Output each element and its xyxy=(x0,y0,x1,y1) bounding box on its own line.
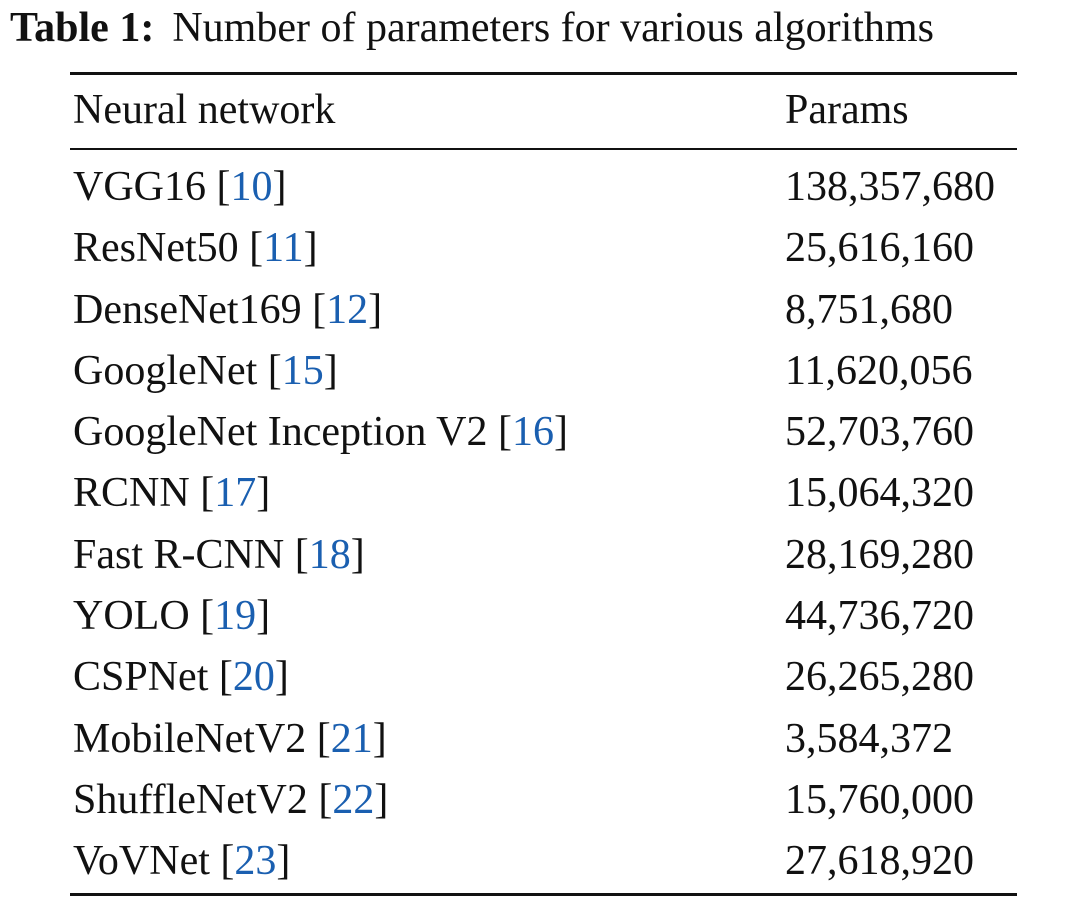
network-name: VoVNet xyxy=(73,838,210,885)
network-name-cell: Fast R-CNN [18] xyxy=(73,531,365,578)
table-row: Fast R-CNN [18] 28,169,280 xyxy=(0,529,1075,590)
citation-link[interactable]: 11 xyxy=(263,225,304,272)
citation-link[interactable]: 23 xyxy=(234,838,277,885)
citation-link[interactable]: 18 xyxy=(308,531,351,578)
network-name-cell: ResNet50 [11] xyxy=(73,225,318,272)
citation-link[interactable]: 16 xyxy=(511,409,554,456)
params-cell: 3,584,372 xyxy=(785,715,953,762)
network-name: VGG16 xyxy=(73,164,206,210)
params-cell: 52,703,760 xyxy=(785,409,974,456)
network-name: MobileNetV2 xyxy=(73,715,307,762)
params-cell: 138,357,680 xyxy=(785,164,995,210)
citation-link[interactable]: 20 xyxy=(232,654,275,701)
citation-link[interactable]: 22 xyxy=(332,776,375,823)
table-body: VGG16 [10] 138,357,680 ResNet50 [11] 25,616… xyxy=(0,161,1075,897)
table-row: RCNN [17] 15,064,320 xyxy=(0,467,1075,528)
params-cell: 15,760,000 xyxy=(785,776,974,823)
column-header-network: Neural network xyxy=(73,87,336,133)
table-caption: Table 1: Number of parameters for various… xyxy=(10,2,1075,54)
citation-link[interactable]: 19 xyxy=(214,593,257,640)
network-name: CSPNet xyxy=(73,654,209,701)
citation-link[interactable]: 15 xyxy=(281,347,324,394)
table-caption-text: Number of parameters for various algorit… xyxy=(172,5,934,51)
table-row: MobileNetV2 [21] 3,584,372 xyxy=(0,713,1075,774)
params-cell: 26,265,280 xyxy=(785,654,974,701)
network-name: GoogleNet Inception V2 xyxy=(73,409,488,456)
network-name: ShuffleNetV2 xyxy=(73,776,308,823)
params-cell: 25,616,160 xyxy=(785,225,974,272)
table-row: CSPNet [20] 26,265,280 xyxy=(0,651,1075,712)
network-name-cell: VGG16 [10] xyxy=(73,164,287,210)
network-name: RCNN xyxy=(73,470,190,517)
network-name-cell: MobileNetV2 [21] xyxy=(73,715,387,762)
table-top-rule xyxy=(70,72,1017,75)
network-name: Fast R-CNN xyxy=(73,531,285,578)
params-cell: 11,620,056 xyxy=(785,347,973,394)
citation-link[interactable]: 21 xyxy=(330,715,373,762)
network-name-cell: CSPNet [20] xyxy=(73,654,289,701)
citation-link[interactable]: 12 xyxy=(326,286,369,333)
network-name: GoogleNet xyxy=(73,347,258,394)
network-name-cell: YOLO [19] xyxy=(73,593,271,640)
table-caption-label: Table 1: xyxy=(10,5,155,51)
params-cell: 44,736,720 xyxy=(785,593,974,640)
citation-link[interactable]: 17 xyxy=(214,470,257,517)
params-cell: 15,064,320 xyxy=(785,470,974,517)
table-row: ShuffleNetV2 [22] 15,760,000 xyxy=(0,774,1075,835)
table-row: ResNet50 [11] 25,616,160 xyxy=(0,222,1075,283)
network-name-cell: ShuffleNetV2 [22] xyxy=(73,776,389,823)
params-cell: 27,618,920 xyxy=(785,838,974,885)
table-row: DenseNet169 [12] 8,751,680 xyxy=(0,284,1075,345)
table-header-rule xyxy=(70,148,1017,150)
column-header-params: Params xyxy=(785,87,909,133)
network-name: YOLO xyxy=(73,593,190,640)
params-cell: 8,751,680 xyxy=(785,286,953,333)
table-row: GoogleNet [15] 11,620,056 xyxy=(0,345,1075,406)
table-row: YOLO [19] 44,736,720 xyxy=(0,590,1075,651)
network-name-cell: GoogleNet Inception V2 [16] xyxy=(73,409,568,456)
network-name-cell: RCNN [17] xyxy=(73,470,271,517)
network-name-cell: DenseNet169 [12] xyxy=(73,286,383,333)
network-name: DenseNet169 xyxy=(73,286,302,333)
table-row: VoVNet [23] 27,618,920 xyxy=(0,835,1075,896)
network-name-cell: GoogleNet [15] xyxy=(73,347,338,394)
params-cell: 28,169,280 xyxy=(785,531,974,578)
network-name: ResNet50 xyxy=(73,225,239,272)
table-row: GoogleNet Inception V2 [16] 52,703,760 xyxy=(0,406,1075,467)
citation-link[interactable]: 10 xyxy=(230,164,273,210)
table-row: VGG16 [10] 138,357,680 xyxy=(0,161,1075,222)
table-bottom-rule xyxy=(70,893,1017,896)
network-name-cell: VoVNet [23] xyxy=(73,838,291,885)
